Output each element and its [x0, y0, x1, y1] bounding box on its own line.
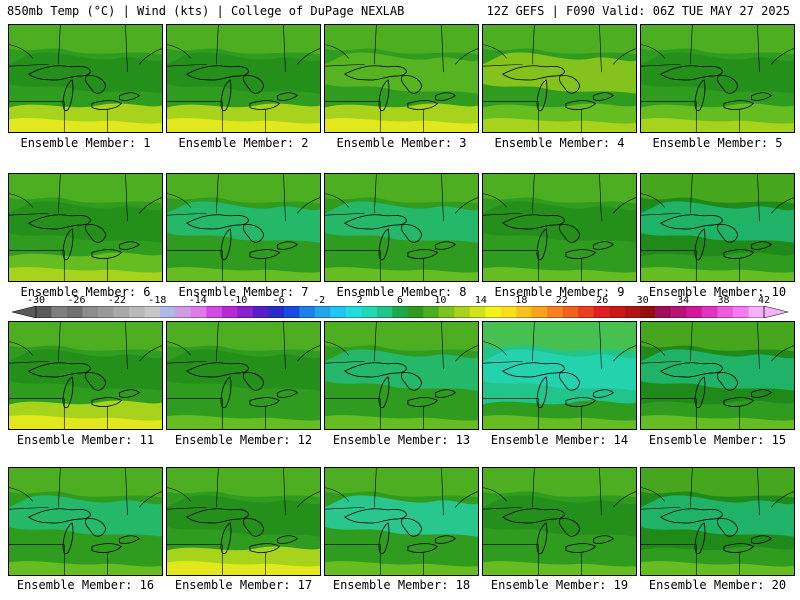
colorbar-tick-labels: -30 -26 -22 -18 -14 -10 -6 -2 2 6 10 14 18 22 26 30 34 38… — [0, 295, 800, 307]
colorbar-tick-label: 6 — [396, 295, 404, 306]
great-lakes-map — [483, 174, 636, 281]
ensemble-member-label: Ensemble Member: 7 — [178, 285, 309, 299]
great-lakes-map — [9, 468, 162, 575]
ensemble-member-label: Ensemble Member: 2 — [178, 136, 309, 150]
colorbar-tick-label: -10 — [229, 295, 248, 306]
colorbar-tick-label: 10 — [434, 295, 447, 306]
ensemble-member-label: Ensemble Member: 18 — [332, 578, 471, 592]
colorbar-tick-label: -2 — [313, 295, 326, 306]
colorbar-tick-label: 2 — [356, 295, 363, 306]
colorbar-tick-label: 26 — [596, 295, 609, 306]
ensemble-map-panel — [482, 173, 637, 282]
ensemble-map-panel — [166, 173, 321, 282]
great-lakes-map — [325, 174, 478, 281]
colorbar-tick-label: -14 — [188, 295, 207, 306]
temperature-colorbar — [12, 306, 788, 318]
ensemble-member-label: Ensemble Member: 8 — [336, 285, 467, 299]
ensemble-map-panel — [324, 173, 479, 282]
ensemble-map-panel — [324, 321, 479, 430]
ensemble-map-panel — [482, 467, 637, 576]
ensemble-map-panel — [324, 467, 479, 576]
chart-header-right: 12Z GEFS | F090 Valid: 06Z TUE MAY 27 20… — [486, 4, 790, 18]
ensemble-map-panel — [640, 467, 795, 576]
ensemble-map-panel — [324, 24, 479, 133]
ensemble-member-label: Ensemble Member: 5 — [652, 136, 783, 150]
colorbar-tick-label: -30 — [26, 295, 46, 306]
colorbar-tick-label: 38 — [717, 295, 730, 306]
great-lakes-map — [167, 25, 320, 132]
colorbar-tick-label: -18 — [148, 295, 167, 306]
colorbar-tick-label: 34 — [677, 295, 690, 306]
colorbar-tick-label: -26 — [67, 295, 86, 306]
colorbar-tick-label: 30 — [636, 295, 649, 306]
ensemble-map-panel — [640, 173, 795, 282]
ensemble-map-panel — [8, 173, 163, 282]
great-lakes-map — [167, 174, 320, 281]
great-lakes-map — [641, 25, 794, 132]
ensemble-map-panel — [166, 24, 321, 133]
ensemble-map-panel — [640, 321, 795, 430]
ensemble-map-panel — [640, 24, 795, 133]
great-lakes-map — [325, 468, 478, 575]
colorbar-tick-label: 18 — [515, 295, 528, 306]
ensemble-member-label: Ensemble Member: 10 — [648, 285, 787, 299]
ensemble-member-label: Ensemble Member: 12 — [174, 433, 313, 447]
ensemble-member-label: Ensemble Member: 17 — [174, 578, 313, 592]
great-lakes-map — [483, 25, 636, 132]
great-lakes-map — [9, 174, 162, 281]
great-lakes-map — [325, 322, 478, 429]
great-lakes-map — [483, 322, 636, 429]
ensemble-member-label: Ensemble Member: 14 — [490, 433, 629, 447]
ensemble-member-label: Ensemble Member: 9 — [494, 285, 625, 299]
ensemble-map-panel — [482, 24, 637, 133]
colorbar-tick-label: 14 — [474, 295, 487, 306]
great-lakes-map — [483, 468, 636, 575]
great-lakes-map — [167, 322, 320, 429]
great-lakes-map — [167, 468, 320, 575]
ensemble-map-panel — [166, 321, 321, 430]
ensemble-member-label: Ensemble Member: 13 — [332, 433, 471, 447]
ensemble-member-label: Ensemble Member: 20 — [648, 578, 787, 592]
great-lakes-map — [325, 25, 478, 132]
colorbar-tick-label: 22 — [555, 295, 568, 306]
ensemble-member-label: Ensemble Member: 3 — [336, 136, 467, 150]
great-lakes-map — [641, 468, 794, 575]
great-lakes-map — [9, 25, 162, 132]
great-lakes-map — [641, 322, 794, 429]
ensemble-member-label: Ensemble Member: 4 — [494, 136, 625, 150]
colorbar-tick-label: 42 — [757, 295, 771, 306]
ensemble-map-panel — [8, 24, 163, 133]
ensemble-member-label: Ensemble Member: 15 — [648, 433, 787, 447]
ensemble-member-label: Ensemble Member: 1 — [20, 136, 151, 150]
ensemble-member-label: Ensemble Member: 11 — [16, 433, 155, 447]
ensemble-map-panel — [8, 467, 163, 576]
ensemble-member-label: Ensemble Member: 19 — [490, 578, 629, 592]
great-lakes-map — [9, 322, 162, 429]
great-lakes-map — [641, 174, 794, 281]
colorbar-tick-label: -22 — [107, 295, 126, 306]
ensemble-map-panel — [482, 321, 637, 430]
ensemble-map-panel — [166, 467, 321, 576]
chart-header-left: 850mb Temp (°C) | Wind (kts) | College o… — [7, 4, 405, 18]
ensemble-member-label: Ensemble Member: 6 — [20, 285, 151, 299]
colorbar-tick-label: -6 — [272, 295, 285, 306]
ensemble-map-panel — [8, 321, 163, 430]
ensemble-member-label: Ensemble Member: 16 — [16, 578, 155, 592]
